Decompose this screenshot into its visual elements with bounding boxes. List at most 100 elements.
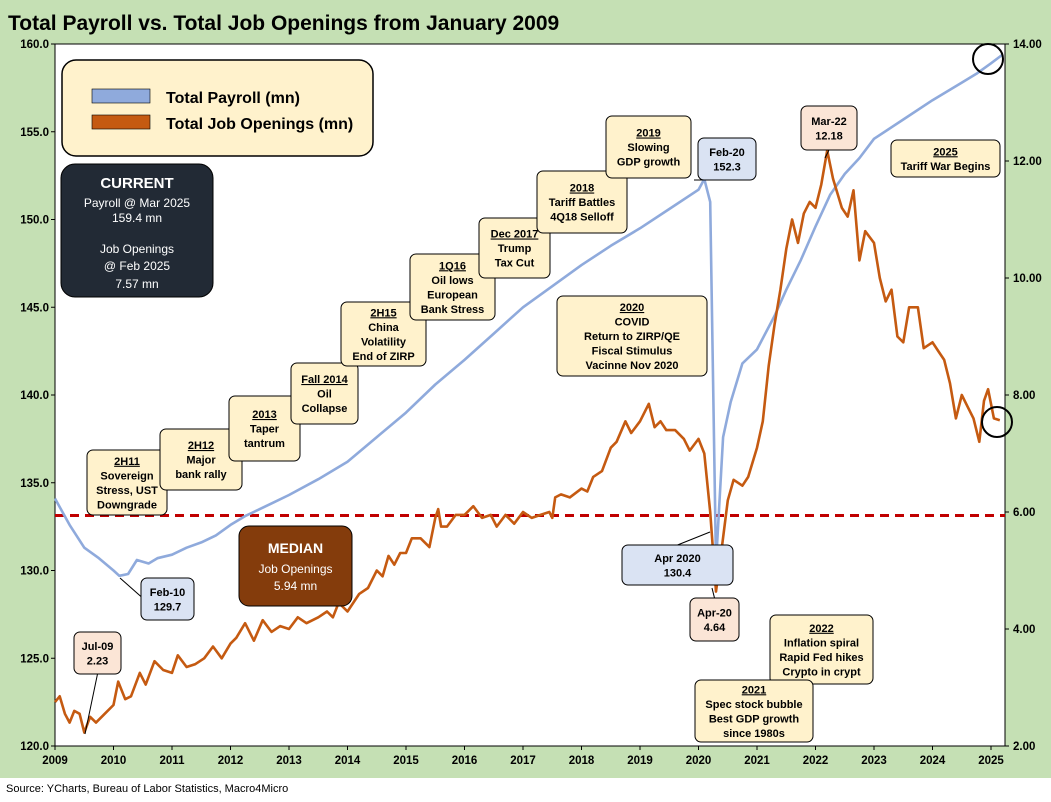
annotation-line: 4.64 xyxy=(704,622,726,634)
annotation-line: 2022 xyxy=(809,623,833,635)
y-left-tick-label: 125.0 xyxy=(20,653,49,665)
legend-label-openings: Total Job Openings (mn) xyxy=(166,116,353,133)
annotation-line: Best GDP growth xyxy=(709,713,800,725)
annotation-line: Feb-10 xyxy=(150,587,185,599)
y-right-tick-label: 12.00 xyxy=(1013,156,1042,168)
annotation-line: Oil lows xyxy=(431,275,473,287)
y-right-tick-label: 8.00 xyxy=(1013,390,1035,402)
annotation-line: Return to ZIRP/QE xyxy=(584,331,680,343)
annotation-line: 2H12 xyxy=(188,440,214,452)
y-left-tick-label: 145.0 xyxy=(20,302,49,314)
annotation-line: China xyxy=(368,322,399,334)
annotation-line: Oil xyxy=(317,389,332,401)
annotation-line: since 1980s xyxy=(723,728,785,740)
annotation-line: Tax Cut xyxy=(495,258,535,270)
callout-mar22: Mar-22 12.18 xyxy=(800,105,858,159)
annotation-line: European xyxy=(427,289,478,301)
annotation-line: Jul-09 xyxy=(82,641,114,653)
current-line: Payroll @ Mar 2025 xyxy=(84,196,191,210)
annotation-line: Trump xyxy=(498,243,532,255)
annotation-line: 4Q18 Selloff xyxy=(550,212,614,224)
x-tick-label: 2016 xyxy=(452,755,478,767)
callout-pointer xyxy=(824,149,830,159)
current-line: 159.4 mn xyxy=(112,211,162,225)
callout-apr2020: Apr 2020 130.4 xyxy=(621,531,734,586)
current-box: CURRENT Payroll @ Mar 2025 159.4 mn Job … xyxy=(60,163,214,298)
annotation-line: 12.18 xyxy=(815,130,843,142)
x-tick-label: 2024 xyxy=(920,755,946,767)
annotation-2018: 2018 Tariff Battles 4Q18 Selloff xyxy=(536,170,628,234)
x-tick-label: 2018 xyxy=(569,755,595,767)
current-line: @ Feb 2025 xyxy=(104,259,171,273)
legend-swatch-payroll xyxy=(91,88,151,104)
current-heading: CURRENT xyxy=(100,175,173,192)
annotation-line: bank rally xyxy=(175,469,227,481)
y-left-tick-label: 120.0 xyxy=(20,741,49,753)
annotation-line: 2025 xyxy=(933,146,957,158)
annotation-2021: 2021 Spec stock bubble Best GDP growth sinc… xyxy=(694,679,814,743)
annotation-line: 129.7 xyxy=(154,601,182,613)
median-heading: MEDIAN xyxy=(268,540,323,556)
annotation-2h15: 2H15 China Volatility End of ZIRP xyxy=(340,301,427,367)
x-tick-label: 2020 xyxy=(686,755,712,767)
annotation-line: Feb-20 xyxy=(709,147,744,159)
x-tick-label: 2013 xyxy=(276,755,302,767)
annotation-line: Crypto in crypt xyxy=(782,666,861,678)
annotation-line: Major xyxy=(186,455,216,467)
annotation-line: 2H11 xyxy=(114,456,140,468)
y-right-tick-label: 6.00 xyxy=(1013,507,1035,519)
annotation-line: Mar-22 xyxy=(811,116,846,128)
current-line: Job Openings xyxy=(100,242,174,256)
annotation-line: Rapid Fed hikes xyxy=(779,652,863,664)
y-left-tick-label: 130.0 xyxy=(20,566,49,578)
callout-pointer xyxy=(711,587,715,599)
annotation-line: 130.4 xyxy=(664,567,692,579)
y-right-tick-label: 2.00 xyxy=(1013,741,1035,753)
annotation-line: Fall 2014 xyxy=(301,374,348,386)
y-left-tick-label: 135.0 xyxy=(20,478,49,490)
y-left-tick-label: 150.0 xyxy=(20,215,49,227)
callout-jul09: Jul-09 2.23 xyxy=(73,631,122,735)
annotation-fall2014: Fall 2014 Oil Collapse xyxy=(290,362,359,425)
y-right-tick-label: 4.00 xyxy=(1013,624,1035,636)
y-left-tick-label: 160.0 xyxy=(20,39,49,51)
annotation-line: End of ZIRP xyxy=(352,351,414,363)
callout-feb20: Feb-20 152.3 xyxy=(694,137,757,181)
legend: Total Payroll (mn) Total Job Openings (m… xyxy=(61,59,374,157)
annotation-line: 1Q16 xyxy=(439,260,466,272)
x-tick-label: 2022 xyxy=(803,755,829,767)
annotation-line: Tariff Battles xyxy=(549,197,615,209)
annotation-line: Fiscal Stimulus xyxy=(592,346,673,358)
annotation-1q16: 1Q16 Oil lows European Bank Stress xyxy=(409,253,496,321)
annotation-line: COVID xyxy=(615,317,650,329)
annotation-line: Stress, UST xyxy=(96,485,158,497)
annotation-2022: 2022 Inflation spiral Rapid Fed hikes Crypt… xyxy=(769,614,874,685)
median-line: 5.94 mn xyxy=(274,579,317,593)
x-tick-label: 2014 xyxy=(335,755,361,767)
annotation-line: 2018 xyxy=(570,183,594,195)
annotation-line: GDP growth xyxy=(617,157,681,169)
annotation-2020: 2020 COVID Return to ZIRP/QE Fiscal Stimulu… xyxy=(556,295,708,377)
annotation-line: Dec 2017 xyxy=(491,229,539,241)
annotation-line: Apr 2020 xyxy=(654,553,700,565)
x-tick-label: 2025 xyxy=(978,755,1004,767)
legend-swatch-openings xyxy=(91,114,151,130)
annotation-line: Taper xyxy=(250,424,280,436)
annotation-line: 2013 xyxy=(252,409,276,421)
x-tick-label: 2010 xyxy=(101,755,127,767)
annotation-line: 2H15 xyxy=(370,307,396,319)
median-line: Job Openings xyxy=(258,562,332,576)
current-line: 7.57 mn xyxy=(115,277,158,291)
annotation-line: Vacinne Nov 2020 xyxy=(586,360,679,372)
annotation-2025: 2025 Tariff War Begins xyxy=(890,139,1001,178)
x-tick-label: 2021 xyxy=(744,755,770,767)
x-tick-label: 2011 xyxy=(160,755,186,767)
x-tick-label: 2009 xyxy=(42,755,68,767)
annotation-line: Tariff War Begins xyxy=(901,161,991,173)
annotation-line: Downgrade xyxy=(97,499,157,511)
annotation-2019: 2019 Slowing GDP growth xyxy=(605,115,692,179)
annotation-line: 2.23 xyxy=(87,655,108,667)
annotation-line: Slowing xyxy=(627,142,669,154)
annotation-line: Spec stock bubble xyxy=(705,699,802,711)
